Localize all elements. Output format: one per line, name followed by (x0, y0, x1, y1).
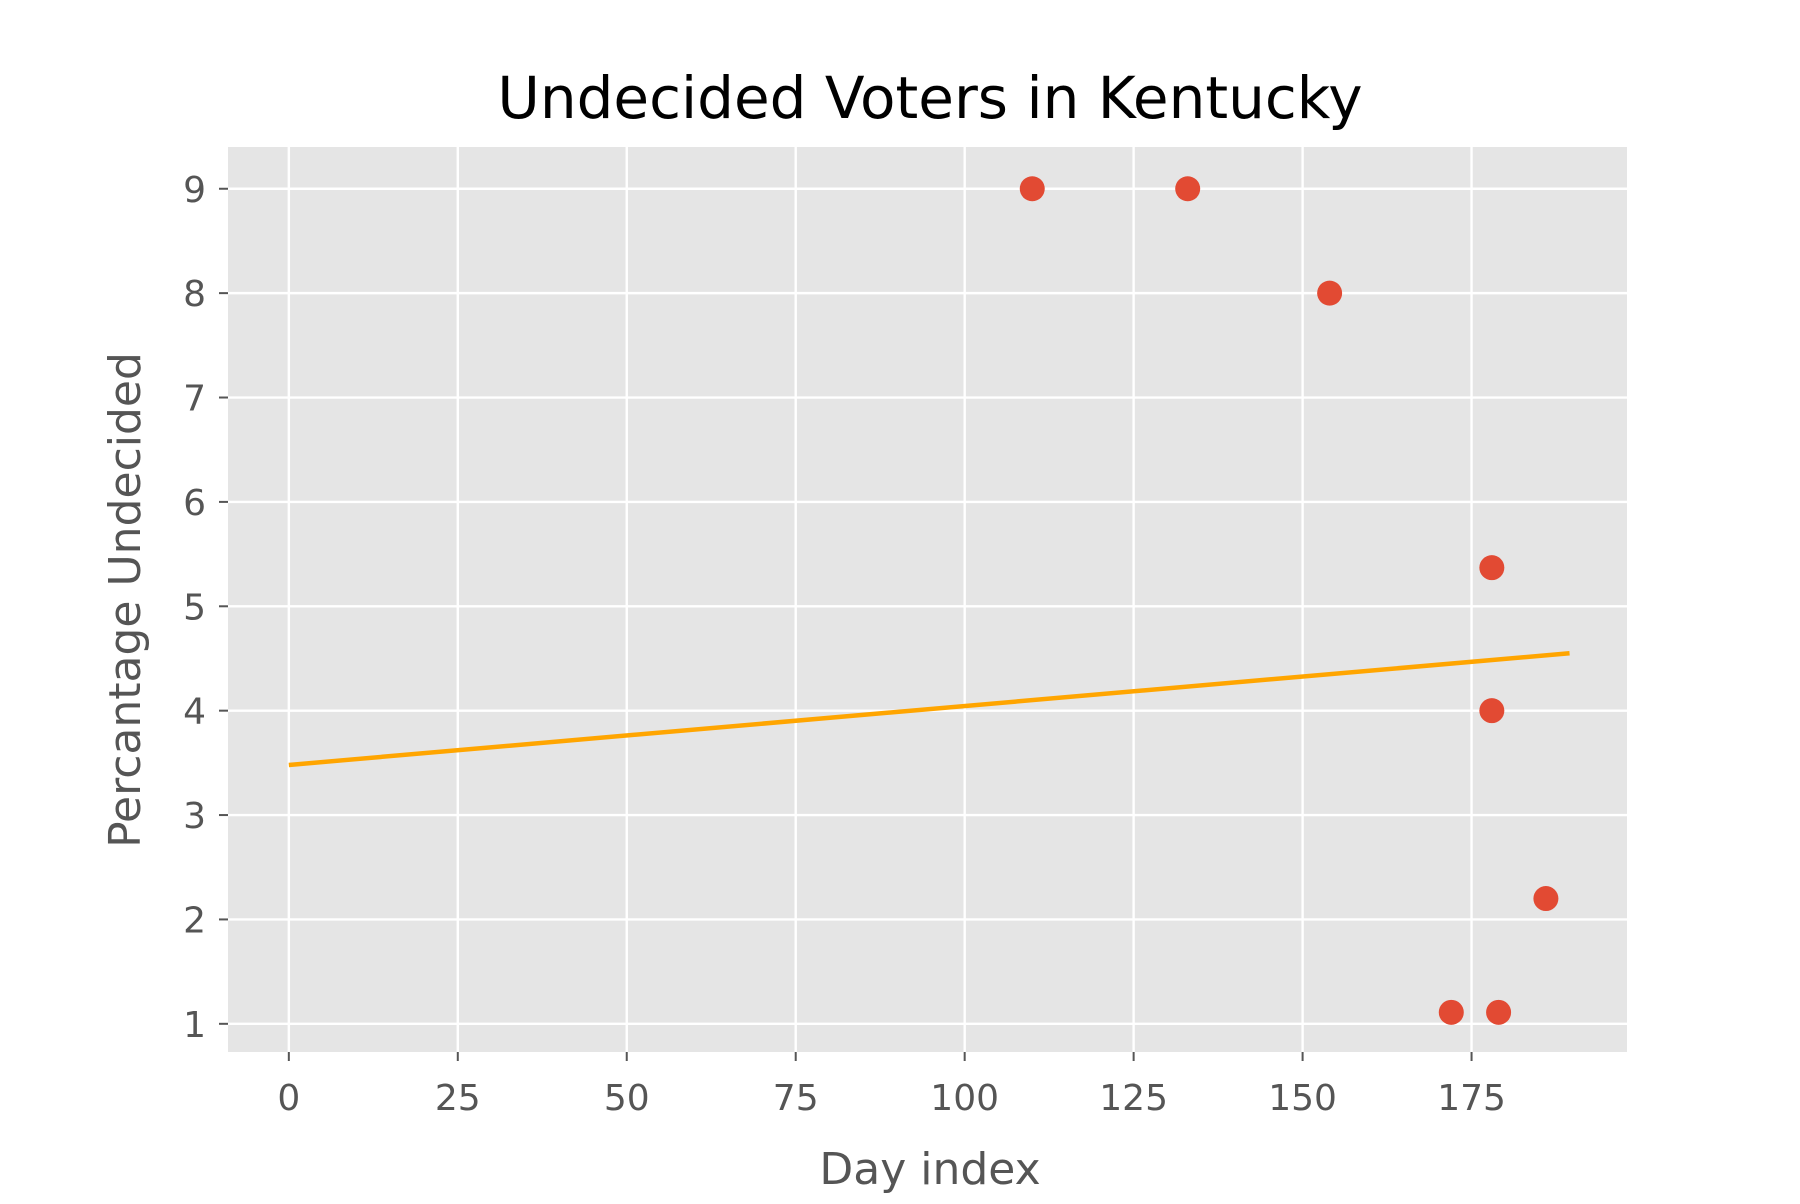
scatter-point-4 (1479, 698, 1505, 724)
scatter-point-3 (1479, 555, 1505, 581)
y-tick-label-1: 2 (183, 900, 206, 941)
x-tick-label-7: 175 (1437, 1078, 1506, 1119)
scatter-point-6 (1438, 999, 1464, 1025)
y-axis-label: Percantage Undecided (100, 352, 151, 848)
x-tick-label-6: 150 (1268, 1078, 1337, 1119)
y-tick-label-0: 1 (183, 1005, 206, 1046)
y-tick-label-5: 6 (183, 483, 206, 524)
y-tick-label-2: 3 (183, 796, 206, 837)
chart-title: Undecided Voters in Kentucky (497, 64, 1362, 132)
scatter-point-0 (1019, 176, 1045, 202)
trend-line (288, 651, 1570, 768)
y-tick-label-8: 9 (183, 170, 206, 211)
x-tick-label-3: 75 (773, 1078, 819, 1119)
scatter-point-7 (1486, 999, 1512, 1025)
plot-area: 0 25 50 75 100 125 150 175 1 2 3 4 5 6 7 8 9 (183, 147, 1627, 1119)
y-tick-label-3: 4 (183, 692, 206, 733)
scatter-point-1 (1175, 176, 1201, 202)
x-tick-label-0: 0 (277, 1078, 300, 1119)
y-tick-label-6: 7 (183, 379, 206, 420)
x-tick-label-2: 50 (604, 1078, 650, 1119)
y-tick-label-7: 8 (183, 274, 206, 315)
x-tick-label-4: 100 (930, 1078, 999, 1119)
scatter-point-2 (1317, 280, 1343, 306)
scatter-point-5 (1533, 886, 1559, 912)
y-tick-label-4: 5 (183, 587, 206, 628)
x-tick-label-5: 125 (1099, 1078, 1168, 1119)
x-tick-label-1: 25 (435, 1078, 481, 1119)
x-axis-label: Day index (819, 1144, 1040, 1195)
plot-background (228, 147, 1627, 1052)
